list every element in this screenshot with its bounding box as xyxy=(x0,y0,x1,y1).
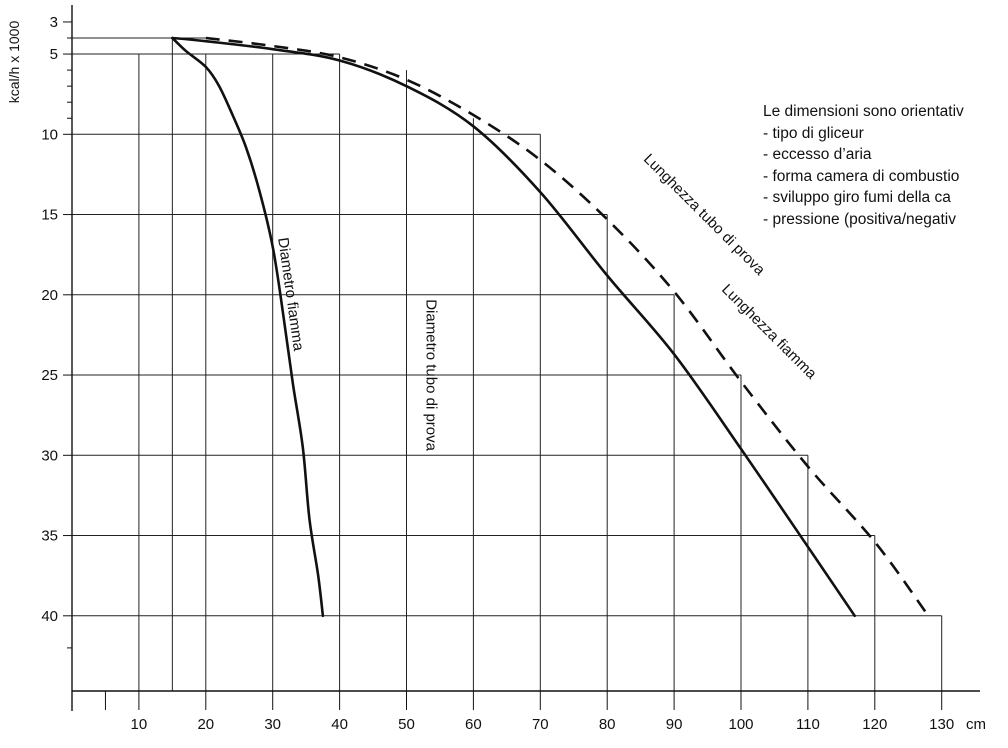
note-line: Le dimensioni sono orientativ xyxy=(763,103,964,120)
x-axis-label: cm xyxy=(966,716,986,733)
x-tick-label: 20 xyxy=(197,716,214,733)
series-line xyxy=(171,36,325,618)
y-tick-label: 25 xyxy=(41,367,58,384)
y-tick-label: 15 xyxy=(41,207,58,224)
series-line xyxy=(171,36,856,618)
note-line: - sviluppo giro fumi della ca xyxy=(763,189,951,206)
x-tick-label: 60 xyxy=(465,716,482,733)
y-tick-label: 5 xyxy=(50,46,58,63)
y-tick-label: 35 xyxy=(41,528,58,545)
x-tick-label: 80 xyxy=(599,716,616,733)
note-line: - eccesso d’aria xyxy=(763,146,872,163)
y-tick-label: 3 xyxy=(50,14,58,31)
note-line: - tipo di gliceur xyxy=(763,124,864,142)
series-line xyxy=(205,36,930,617)
note-box: Le dimensioni sono orientativ - tipo di … xyxy=(763,101,1008,230)
x-tick-label: 70 xyxy=(532,716,549,733)
x-tick-label: 100 xyxy=(728,716,753,733)
x-tick-label: 110 xyxy=(796,716,820,733)
curve-annotation: Lunghezza tubo di prova xyxy=(640,151,769,280)
x-tick-label: 10 xyxy=(131,716,148,733)
series-layer xyxy=(171,36,930,618)
x-tick-label: 40 xyxy=(331,716,348,733)
y-tick-label: 40 xyxy=(41,608,58,625)
x-tick-label: 90 xyxy=(666,716,683,733)
x-tick-label: 130 xyxy=(929,716,954,733)
x-tick-label: 50 xyxy=(398,716,415,733)
y-tick-label: 20 xyxy=(41,287,58,304)
x-tick-label: 120 xyxy=(862,716,887,733)
curve-annotation: Diametro tubo di prova xyxy=(423,299,440,451)
y-tick-label: 10 xyxy=(41,126,58,143)
curve-annotation: Lunghezza fiamma xyxy=(718,281,820,383)
note-line: - pressione (positiva/negativ xyxy=(763,210,956,228)
axes-layer xyxy=(63,5,980,711)
y-tick-label: 30 xyxy=(41,447,58,464)
note-line: - forma camera di combustio xyxy=(763,167,960,185)
y-axis-label: kcal/h x 1000 xyxy=(6,21,22,104)
x-tick-label: 30 xyxy=(264,716,281,733)
